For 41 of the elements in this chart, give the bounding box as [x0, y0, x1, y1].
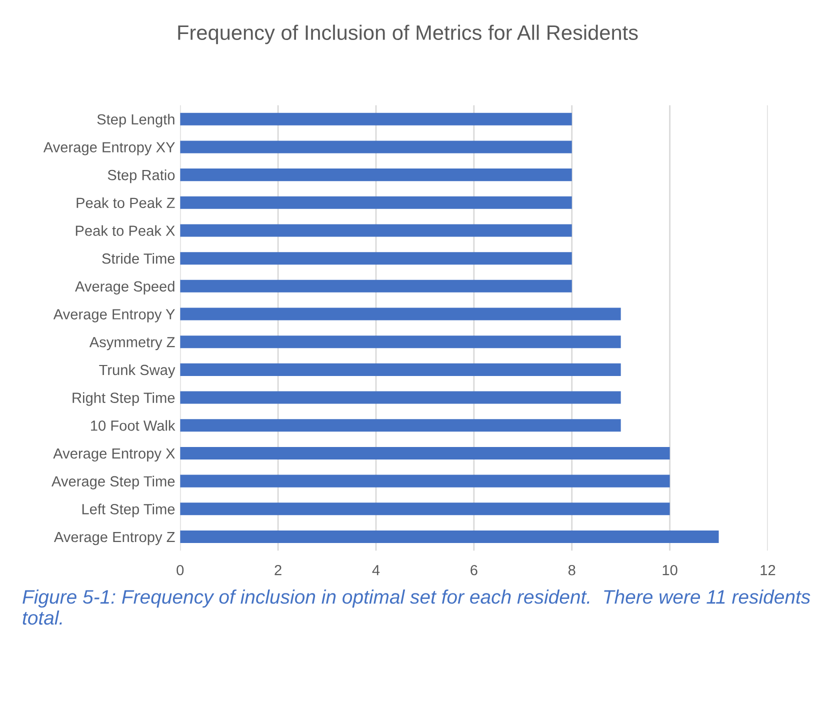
y-tick-label: Peak to Peak X [76, 225, 175, 236]
y-tick-label: Peak to Peak Z [76, 197, 175, 208]
y-tick-label: Right Step Time [72, 392, 175, 406]
y-tick-label: Stride Time [102, 253, 175, 264]
bar [180, 502, 670, 516]
y-tick-label: Asymmetry Z [89, 337, 175, 350]
bar [180, 224, 572, 237]
y-tick-label: Average Entropy Y [53, 309, 175, 322]
y-tick-label: Step Ratio [108, 170, 175, 184]
x-tick-label: 6 [470, 564, 478, 576]
bar [180, 168, 572, 182]
y-tick-label: Average Entropy X [53, 448, 175, 462]
bar [180, 140, 572, 154]
bar [180, 112, 572, 126]
y-tick-label: Step Length [97, 114, 174, 128]
bar [180, 308, 621, 320]
y-tick-label: Left Step Time [82, 504, 175, 518]
x-tick-label: 4 [372, 565, 380, 576]
chart-title: Frequency of Inclusion of Metrics for All Residents [178, 24, 638, 44]
bar [180, 363, 621, 376]
y-tick-label: 10 Foot Walk [91, 420, 176, 431]
bar [180, 446, 670, 460]
bar [180, 530, 719, 544]
bar [180, 419, 621, 432]
y-tick-label: Trunk Sway [99, 364, 176, 378]
bar [180, 252, 572, 265]
x-tick-label: 10 [662, 564, 678, 576]
y-tick-label: Average Speed [75, 280, 174, 294]
x-tick-label: 8 [568, 564, 576, 576]
y-tick-label: Average Entropy Z [54, 532, 175, 546]
bar [180, 474, 670, 488]
x-tick-label: 0 [176, 564, 184, 576]
x-tick-label: 2 [274, 564, 282, 576]
caption: Figure 5-1: Frequency of inclusion in optimal set for each resident. There were 11 residents total. [22, 590, 810, 625]
y-tick-label: Average Entropy XY [43, 142, 175, 156]
y-tick-label: Average Step Time [52, 476, 175, 490]
bar [180, 280, 572, 292]
x-tick-label: 12 [760, 564, 776, 576]
bar [180, 196, 572, 209]
bar [180, 336, 621, 348]
bar [180, 391, 621, 404]
